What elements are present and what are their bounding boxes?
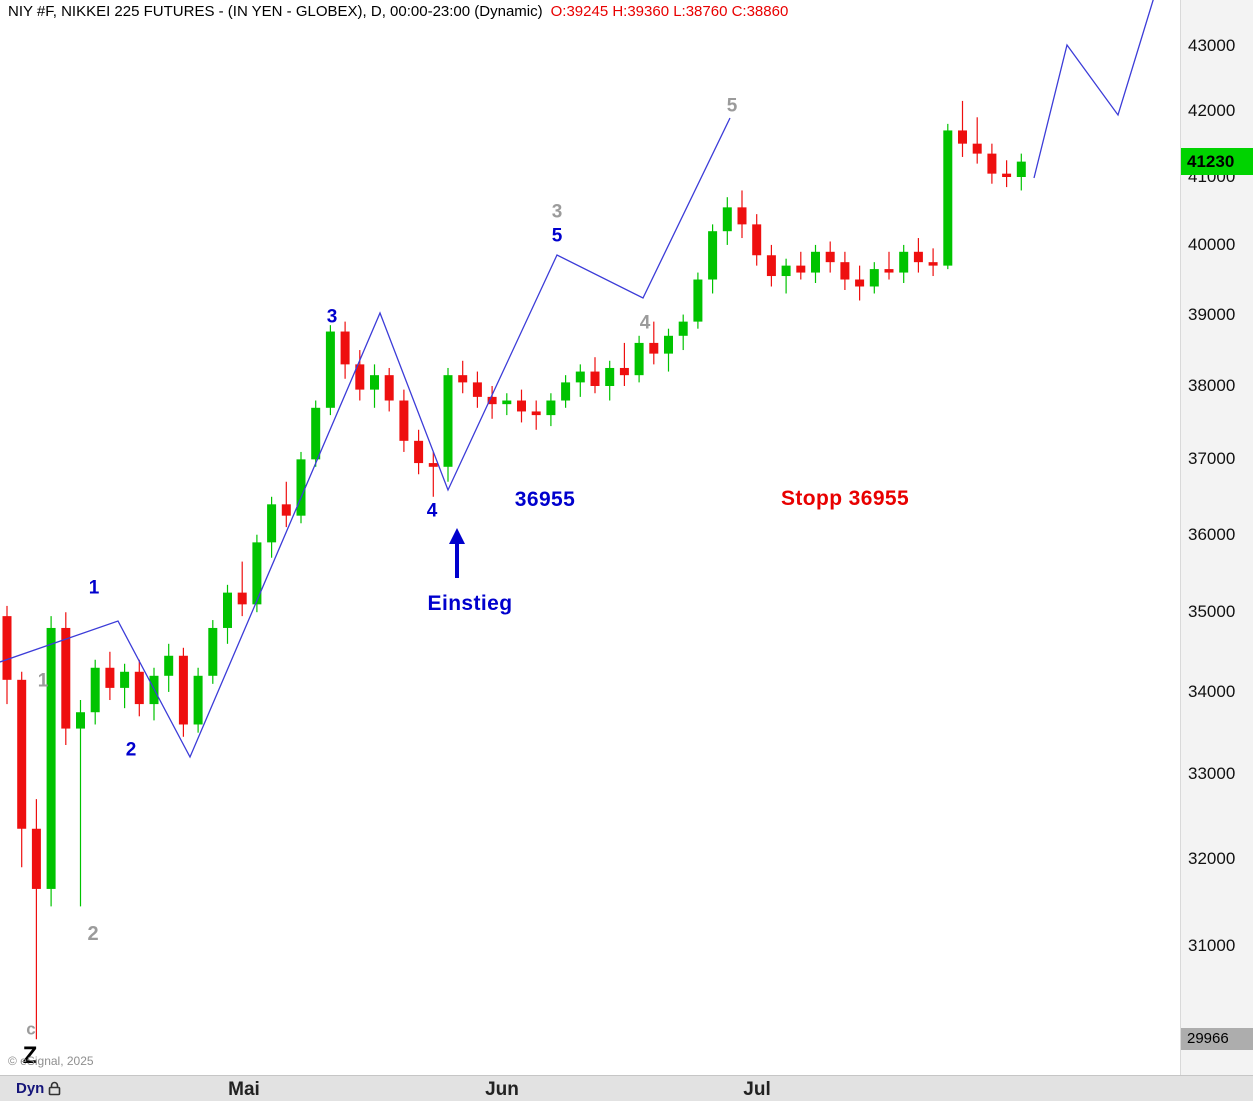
candle <box>90 659 100 725</box>
candle <box>811 244 820 283</box>
candle <box>17 671 27 868</box>
candle <box>855 265 865 301</box>
candle <box>884 251 894 280</box>
candle <box>840 251 850 290</box>
candle <box>443 367 453 482</box>
lock-icon <box>49 1081 61 1096</box>
candle <box>796 251 806 280</box>
candle <box>590 357 600 394</box>
candle <box>237 561 247 617</box>
candle <box>943 123 953 270</box>
candle <box>634 335 644 383</box>
candle <box>120 663 130 709</box>
candle <box>737 190 747 239</box>
candle <box>472 371 482 408</box>
candle <box>31 799 41 1040</box>
candle <box>340 321 350 379</box>
dyn-label: Dyn <box>16 1080 45 1097</box>
ohlc-readout: O:39245 H:39360 L:38760 C:38860 <box>550 3 789 20</box>
dyn-mode-toggle[interactable]: Dyn <box>16 1080 61 1097</box>
candle <box>502 393 512 416</box>
candle <box>517 389 526 423</box>
candle <box>311 400 321 467</box>
candle <box>370 364 379 408</box>
candle <box>546 393 556 427</box>
candle <box>267 496 277 558</box>
time-axis[interactable] <box>0 1075 1253 1101</box>
candle <box>1002 160 1012 188</box>
candle <box>296 451 306 524</box>
forecast-line <box>1033 0 1154 179</box>
candle <box>899 244 909 283</box>
candle <box>223 584 232 644</box>
candle <box>76 700 85 907</box>
candle <box>414 429 424 475</box>
candle <box>928 248 938 277</box>
candle <box>869 262 879 294</box>
candle <box>2 605 12 705</box>
price-axis[interactable] <box>1180 0 1253 1101</box>
candle <box>972 117 982 164</box>
candle <box>164 643 174 692</box>
candle <box>208 620 218 684</box>
candle <box>487 386 497 419</box>
candle <box>678 314 688 351</box>
candle <box>399 389 409 452</box>
candle <box>722 197 732 245</box>
candle <box>987 143 997 184</box>
candle <box>134 659 144 717</box>
candle <box>178 647 188 737</box>
candle <box>913 238 923 273</box>
candle <box>649 321 659 365</box>
candle <box>193 667 203 733</box>
candle <box>958 100 967 157</box>
candle <box>46 616 56 907</box>
candle <box>708 224 718 294</box>
candle <box>693 272 703 329</box>
elliott-wave-line <box>0 117 731 759</box>
candle <box>355 350 365 401</box>
candle <box>561 375 571 408</box>
candle <box>781 258 791 294</box>
candle <box>605 360 615 401</box>
candle <box>575 364 585 397</box>
candle <box>619 342 629 387</box>
candle <box>825 241 835 273</box>
candle <box>325 325 335 416</box>
candle <box>752 214 762 266</box>
chart-title-bar: NIY #F, NIKKEI 225 FUTURES - (IN YEN - G… <box>8 3 788 20</box>
candle <box>428 451 438 497</box>
entry-arrow <box>449 528 465 578</box>
chart-title: NIY #F, NIKKEI 225 FUTURES - (IN YEN - G… <box>8 3 543 20</box>
candle <box>281 481 291 528</box>
candle <box>458 360 468 394</box>
candle <box>766 244 776 287</box>
candle <box>384 367 394 412</box>
candle <box>1016 153 1026 191</box>
candle <box>531 400 541 430</box>
candle <box>61 612 71 746</box>
candle <box>664 328 673 372</box>
candle <box>105 651 115 701</box>
